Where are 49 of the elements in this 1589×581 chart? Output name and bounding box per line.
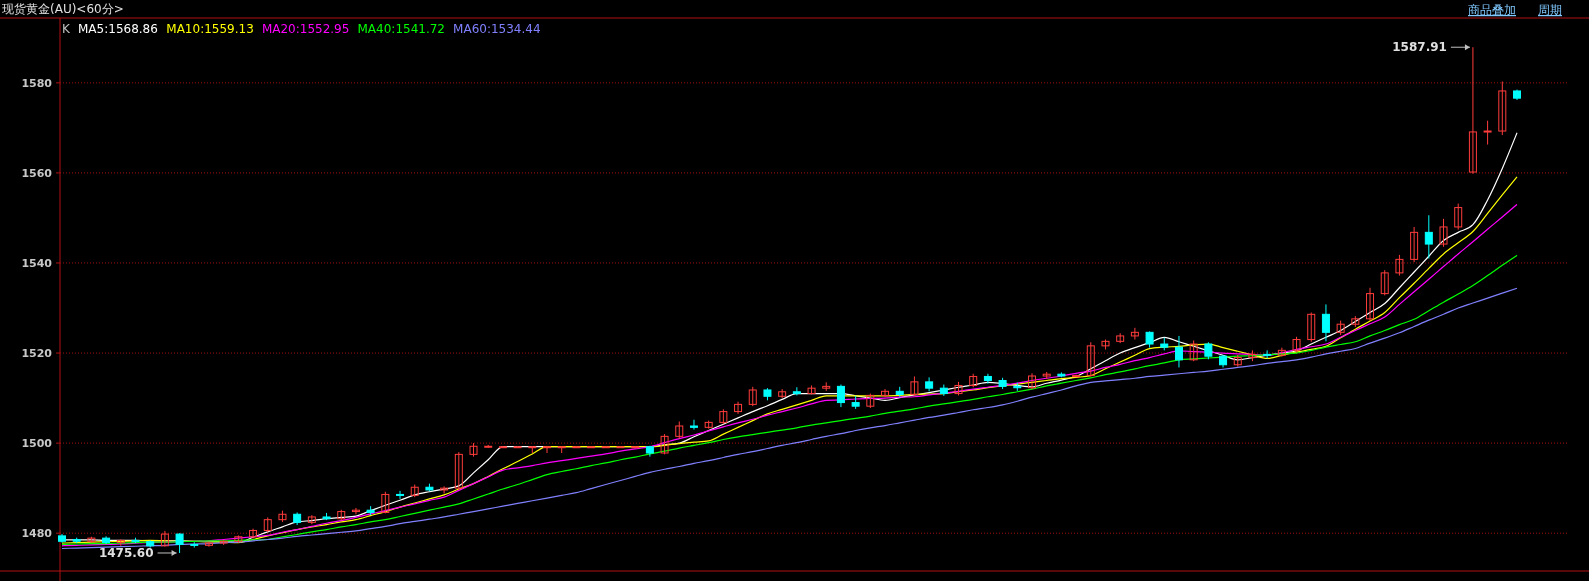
candlestick [748, 386, 757, 407]
candlestick [734, 401, 743, 415]
candlestick [836, 384, 845, 408]
candlestick [1130, 327, 1139, 341]
candlestick [1380, 269, 1389, 296]
text: 周期 [1538, 3, 1562, 17]
y-tick-label: 1560 [21, 166, 53, 180]
candlestick [1410, 226, 1419, 263]
candlestick [660, 433, 669, 455]
text: MA10:1559.13 [166, 22, 254, 36]
candlestick [351, 507, 360, 515]
candlestick [1189, 339, 1198, 362]
candlestick [1307, 312, 1316, 343]
y-tick-label: 1480 [21, 527, 53, 541]
candlestick [1439, 218, 1448, 248]
candlestick [881, 388, 890, 398]
candlestick [1454, 203, 1463, 231]
y-tick-label: 1520 [21, 347, 53, 361]
legend-title: K [62, 22, 71, 36]
candlestick [1498, 81, 1507, 136]
candlestick [1483, 120, 1492, 146]
text: MA5:1568.86 [78, 22, 158, 36]
candlestick [543, 445, 551, 454]
candlestick [454, 451, 463, 491]
candlestick [1321, 303, 1330, 342]
candlestick [440, 485, 449, 495]
text: MA20:1552.95 [261, 22, 350, 36]
y-tick-label: 1500 [21, 437, 53, 451]
text: MA40:1541.72 [357, 22, 445, 36]
candlestick [249, 528, 258, 540]
candlestick [381, 491, 390, 514]
text: MA60:1534.44 [453, 22, 541, 36]
chart-title: 现货黄金(AU)<60分> [2, 2, 124, 16]
candlestick [1174, 335, 1183, 368]
annotation: 1475.60 [98, 545, 154, 560]
annotation: 1587.91 [1392, 40, 1447, 55]
candlestick [689, 419, 698, 431]
candlestick [1366, 287, 1375, 322]
candlestick [396, 490, 405, 500]
candlestick [1028, 372, 1036, 390]
text: 商品叠加 [1468, 3, 1516, 17]
candlestick [1086, 341, 1095, 377]
candlestick [160, 530, 169, 548]
y-tick-label: 1540 [21, 256, 53, 270]
candlestick [910, 375, 919, 397]
candlestick [1424, 214, 1433, 259]
candlestick [1395, 254, 1404, 277]
y-tick-label: 1580 [21, 76, 53, 90]
candlestick [983, 373, 992, 385]
